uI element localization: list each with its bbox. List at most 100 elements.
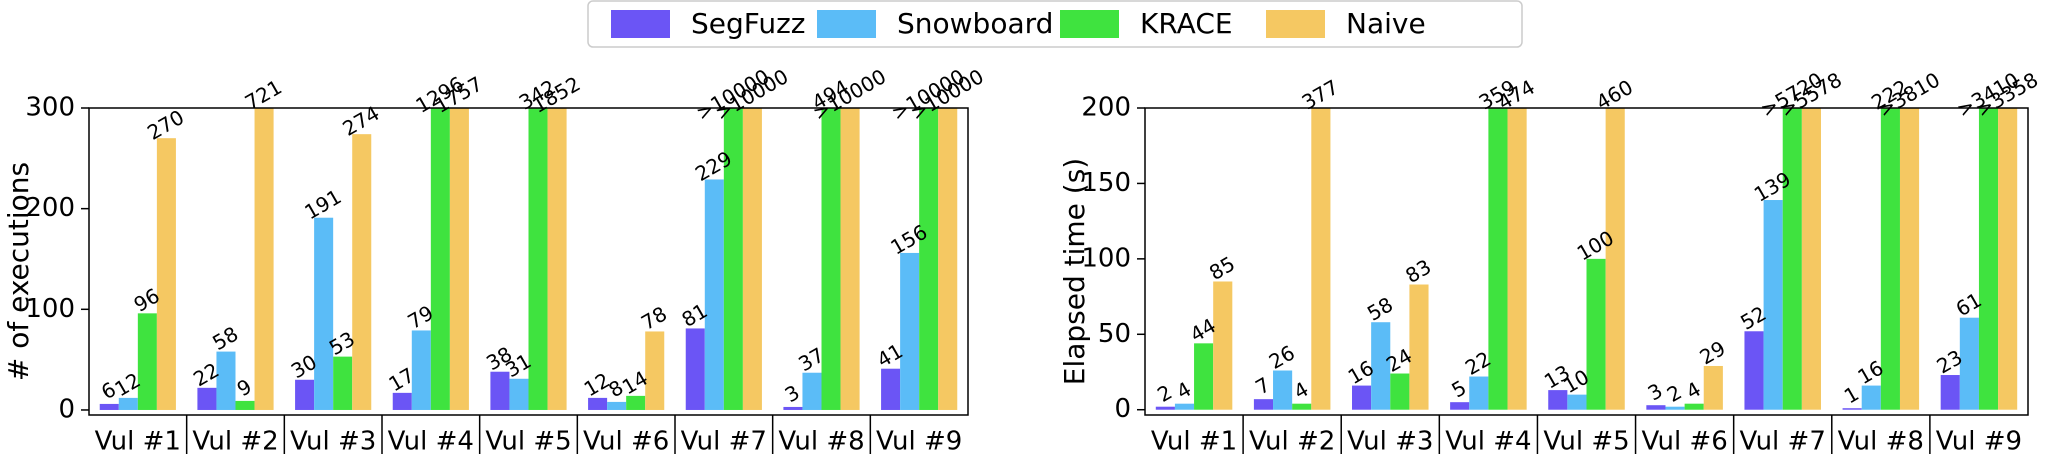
bar xyxy=(723,108,743,410)
bar xyxy=(352,134,372,410)
bar xyxy=(588,397,608,410)
y-tick-label: 150 xyxy=(1081,168,1131,198)
x-tick-label: Vul #5 xyxy=(485,427,571,454)
bar xyxy=(1703,365,1723,410)
bars xyxy=(1155,108,2018,410)
y-axis-label: Elapsed time (s) xyxy=(1058,158,1091,386)
bar xyxy=(197,387,217,410)
bar xyxy=(137,313,157,410)
y-tick-label: 100 xyxy=(1081,243,1131,273)
bar xyxy=(1469,376,1489,410)
bar xyxy=(1174,403,1195,410)
bar xyxy=(1311,108,1331,410)
value-label: 85 xyxy=(1205,251,1239,285)
x-tick-label: Vul #8 xyxy=(1838,427,1924,454)
legend-swatch xyxy=(1060,10,1119,38)
bar xyxy=(1605,108,1625,410)
value-label: 78 xyxy=(637,301,671,335)
value-label: 83 xyxy=(1401,254,1435,288)
y-tick-label: 0 xyxy=(58,394,75,424)
bar xyxy=(626,395,646,410)
x-tick-label: Vul #7 xyxy=(1740,427,1826,454)
plot-frame xyxy=(1144,107,2029,416)
bar xyxy=(938,108,958,410)
bar xyxy=(802,372,822,410)
bar xyxy=(645,331,665,410)
bar xyxy=(411,330,431,410)
legend-label: SegFuzz xyxy=(691,7,806,40)
x-tick-label: Vul #6 xyxy=(583,427,669,454)
legend-label: KRACE xyxy=(1140,7,1233,40)
bar xyxy=(1292,403,1312,410)
bar xyxy=(821,108,841,410)
bar xyxy=(235,400,255,410)
bar xyxy=(1253,399,1274,410)
bar xyxy=(742,108,762,410)
bar xyxy=(840,108,860,410)
x-tick-label: Vul #7 xyxy=(681,427,767,454)
bar xyxy=(547,108,567,410)
bar xyxy=(392,392,412,410)
bars xyxy=(99,108,958,410)
x-tick-label: Vul #9 xyxy=(876,427,962,454)
bar xyxy=(156,138,176,410)
bar xyxy=(449,108,469,410)
bar xyxy=(1801,108,1821,410)
legend-label: Snowboard xyxy=(897,7,1053,40)
bar xyxy=(1763,200,1783,410)
bar xyxy=(1155,406,1175,410)
value-label: 3 xyxy=(781,380,804,407)
bar xyxy=(1352,385,1372,410)
x-tick-label: Vul #5 xyxy=(1543,427,1629,454)
bar xyxy=(333,356,353,410)
legend-swatch xyxy=(611,10,670,38)
legend-swatch xyxy=(817,10,876,38)
bar xyxy=(685,328,705,410)
bar xyxy=(900,252,920,410)
bar xyxy=(783,406,803,410)
bar xyxy=(1684,403,1704,410)
bar xyxy=(1450,402,1470,410)
value-label: 7 xyxy=(1251,372,1274,399)
bar xyxy=(99,403,119,410)
y-axis-label: # of executions xyxy=(2,162,35,381)
bar xyxy=(1959,317,1979,410)
bar xyxy=(528,108,548,410)
legend-swatch xyxy=(1266,10,1325,38)
y-tick-label: 0 xyxy=(1114,394,1131,424)
x-tick-label: Vul #3 xyxy=(1347,427,1433,454)
x-tick-label: Vul #6 xyxy=(1641,427,1727,454)
bar xyxy=(1665,406,1685,410)
x-tick-label: Vul #4 xyxy=(388,427,474,454)
value-label: 26 xyxy=(1265,340,1299,374)
x-tick-label: Vul #8 xyxy=(778,427,864,454)
bar xyxy=(118,397,138,410)
bar xyxy=(1586,258,1606,410)
bar xyxy=(1409,284,1429,410)
bar xyxy=(1646,405,1666,410)
bar xyxy=(1194,343,1214,410)
bar xyxy=(1488,108,1508,410)
value-label: 1 xyxy=(1840,381,1863,408)
x-tick-label: Vul #2 xyxy=(192,427,278,454)
legend-label: Naive xyxy=(1346,7,1426,40)
value-label: 5 xyxy=(1447,375,1470,402)
x-tick-label: Vul #1 xyxy=(95,427,181,454)
bar xyxy=(919,108,939,410)
bar xyxy=(1998,108,2018,410)
x-tick-label: Vul #2 xyxy=(1249,427,1335,454)
bar xyxy=(295,379,315,410)
bar xyxy=(1978,108,1999,410)
value-label: 3 xyxy=(1644,378,1667,405)
bar xyxy=(1390,373,1410,410)
bar xyxy=(490,371,510,410)
value-label: 58 xyxy=(208,322,242,356)
bar xyxy=(1567,394,1587,410)
bar xyxy=(1213,281,1233,410)
value-label: 58 xyxy=(1363,292,1397,326)
value-label: 29 xyxy=(1696,336,1730,370)
value-label: 4 xyxy=(1289,377,1312,404)
x-tick-label: Vul #9 xyxy=(1936,427,2022,454)
bar xyxy=(254,108,274,410)
